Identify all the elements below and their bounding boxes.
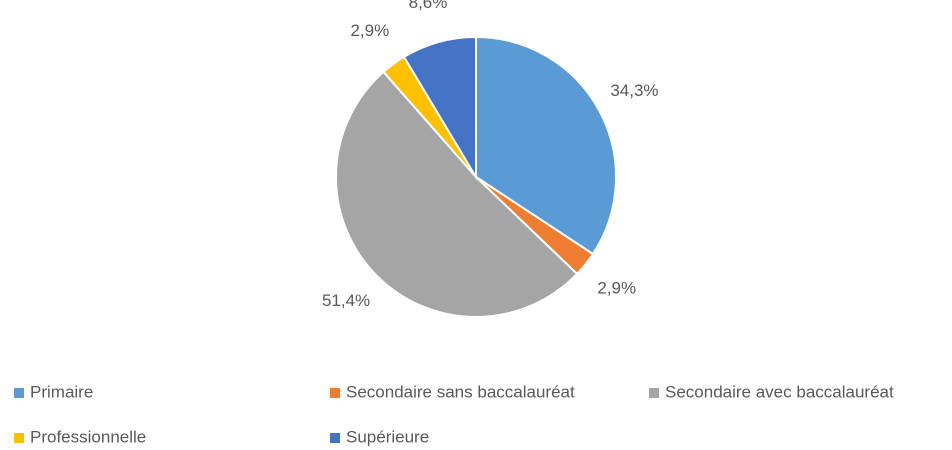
legend-label: Secondaire sans baccalauréat	[346, 382, 575, 401]
legend-swatch	[330, 433, 340, 443]
data-label: 51,4%	[322, 291, 370, 310]
legend-swatch	[14, 388, 24, 398]
data-label: 8,6%	[409, 0, 448, 12]
pie-slice	[402, 35, 477, 181]
data-label: 34,3%	[610, 81, 658, 100]
legend-label: Professionnelle	[30, 427, 146, 446]
legend-label: Secondaire avec baccalauréat	[665, 382, 894, 401]
legend-swatch	[14, 433, 24, 443]
legend-swatch	[330, 388, 340, 398]
legend-swatch	[649, 388, 659, 398]
data-label: 2,9%	[597, 279, 636, 298]
legend-label: Supérieure	[346, 427, 429, 446]
pie-slice	[335, 70, 579, 318]
data-label: 2,9%	[350, 21, 389, 40]
legend-label: Primaire	[30, 382, 93, 401]
